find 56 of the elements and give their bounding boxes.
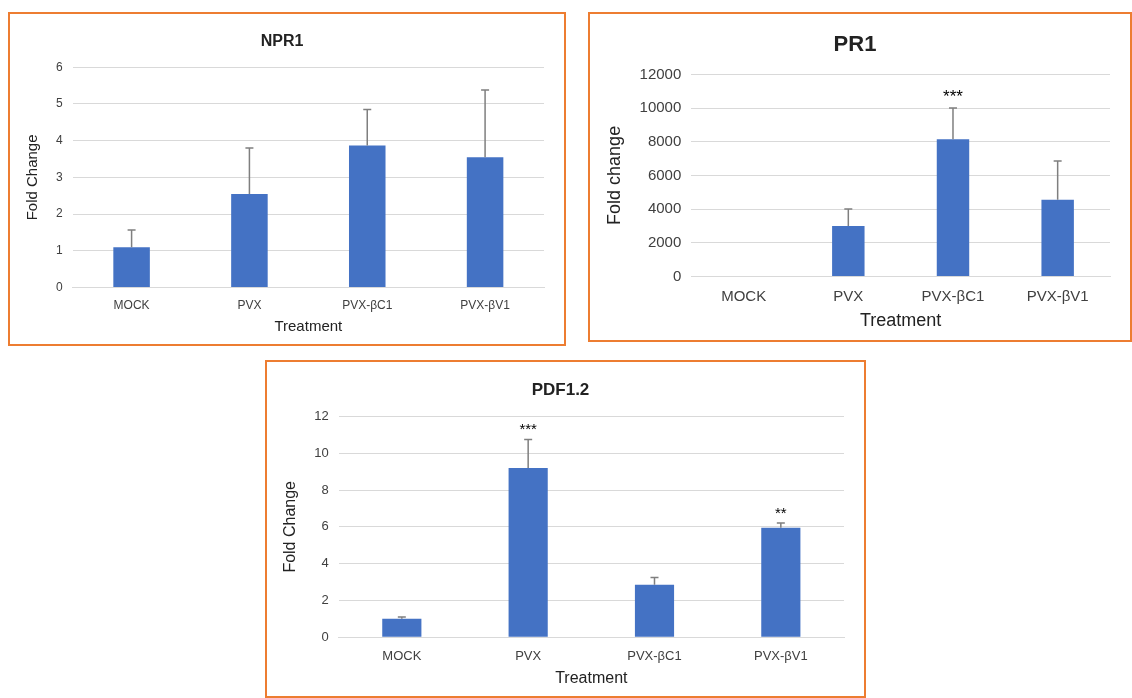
annotation: *** (519, 420, 538, 438)
y-tick-label: 10 (314, 444, 329, 460)
x-tick-label: PVX-βC1 (342, 298, 393, 313)
y-axis-title: Fold Change (281, 480, 299, 573)
y-tick-label: 4 (55, 132, 63, 147)
bar (113, 247, 150, 288)
x-tick-label: MOCK (721, 286, 767, 304)
chart-title: PDF1.2 (531, 379, 590, 399)
x-tick-label: PVX-βV1 (1026, 286, 1089, 304)
y-tick-label: 12 (314, 407, 329, 423)
bar (466, 157, 504, 288)
y-tick-label: 0 (672, 266, 682, 284)
annotation: *** (943, 87, 964, 107)
x-tick-label: PVX (237, 298, 262, 313)
bar (508, 467, 548, 637)
x-tick-label: MOCK (113, 298, 150, 313)
y-tick-label: 6000 (647, 165, 682, 183)
y-tick-label: 2 (321, 591, 329, 607)
bar (634, 584, 675, 637)
y-tick-label: 0 (321, 628, 329, 644)
y-tick-label: 8 (321, 481, 329, 497)
x-axis-title: Treatment (274, 317, 344, 335)
y-axis-title: Fold Change (23, 134, 41, 221)
bar (832, 225, 865, 276)
x-axis-title: Treatment (859, 310, 942, 331)
y-tick-label: 10000 (639, 98, 682, 116)
x-tick-label: PVX-βV1 (460, 298, 511, 313)
chart-title: PR1 (833, 31, 877, 57)
annotation: ** (774, 503, 787, 521)
y-tick-label: 2000 (647, 232, 682, 250)
y-axis-title: Fold change (603, 125, 624, 225)
x-tick-label: MOCK (382, 647, 422, 663)
x-axis-title: Treatment (555, 668, 629, 686)
bar (1041, 199, 1074, 276)
bar (231, 193, 268, 288)
x-tick-label: PVX (515, 647, 542, 663)
y-tick-label: 4 (321, 555, 329, 571)
y-tick-label: 5 (55, 96, 63, 111)
x-tick-label: PVX-βC1 (627, 647, 682, 663)
bar (382, 618, 422, 637)
bar (761, 527, 801, 637)
y-tick-label: 6 (321, 518, 329, 534)
y-tick-label: 3 (55, 169, 63, 184)
bar (348, 145, 386, 288)
y-tick-label: 4000 (647, 199, 682, 217)
y-tick-label: 2 (55, 206, 63, 221)
y-tick-label: 6 (55, 59, 63, 74)
y-tick-label: 12000 (639, 64, 682, 82)
x-tick-label: PVX-βC1 (921, 286, 985, 304)
x-tick-label: PVX-βV1 (753, 647, 808, 663)
bar (936, 139, 970, 276)
x-tick-label: PVX (833, 286, 864, 304)
y-tick-label: 8000 (647, 131, 682, 149)
y-tick-label: 1 (55, 243, 63, 258)
chart-title: NPR1 (260, 32, 304, 50)
y-tick-label: 0 (55, 279, 63, 294)
